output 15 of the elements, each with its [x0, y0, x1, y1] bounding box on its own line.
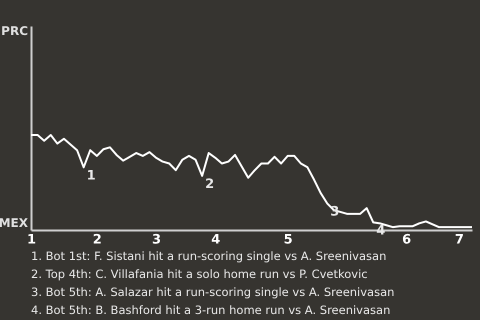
text: PRC	[1, 24, 28, 38]
x-tick-label: 7	[454, 232, 464, 248]
text: 1	[86, 168, 96, 184]
x-tick-label: 5	[284, 232, 293, 248]
x-tick-label: 2	[92, 232, 102, 248]
text: 3. Bot 5th: A. Salazar hit a run-scoring single vs A. Sreenivasan	[31, 285, 394, 299]
x-tick-label: 4	[211, 232, 220, 248]
x-tick-label: 6	[402, 232, 412, 248]
text: 1. Bot 1st: F. Sistani hit a run-scoring single vs A. Sreenivasan	[31, 249, 386, 263]
x-tick-label: 3	[152, 232, 162, 248]
text: 2	[205, 176, 214, 192]
text: 2. Top 4th: C. Villafania hit a solo home run vs P. Cvetkovic	[31, 267, 368, 281]
x-tick-label: 1	[26, 232, 36, 248]
text: 4. Bot 5th: B. Bashford hit a 3-run home run vs A. Sreenivasan	[31, 303, 390, 317]
text: MEX	[0, 216, 29, 230]
